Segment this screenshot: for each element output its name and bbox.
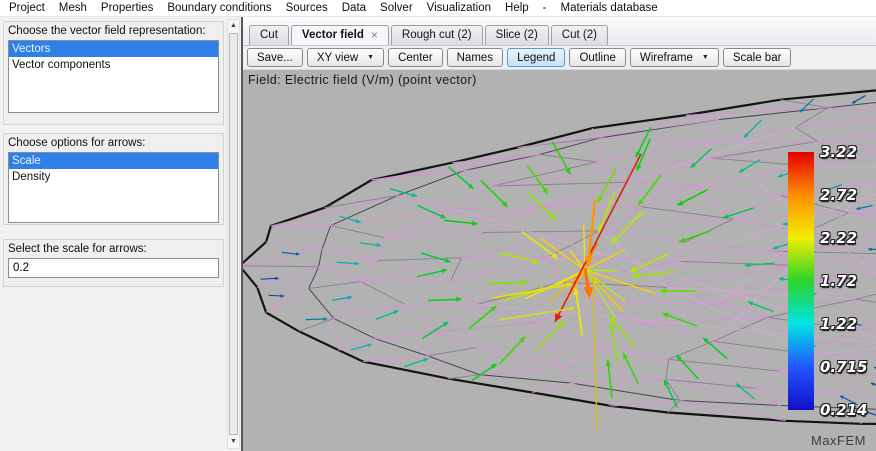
menu-visualization[interactable]: Visualization [426,2,492,14]
mesh-wireframe [243,89,876,425]
legend-value: 2.72 [820,186,858,204]
legend-color-bar [788,152,814,410]
arrow-options-listbox[interactable]: Scale Density [8,152,219,223]
wireframe-button[interactable]: Wireframe ▼ [629,48,719,67]
scroll-up-icon[interactable]: ▲ [230,22,237,29]
button-label: Scale bar [732,51,782,64]
menu-sources[interactable]: Sources [285,2,328,14]
panel-arrow-scale: Select the scale for arrows: [3,239,224,287]
button-label: Wireframe [639,51,693,64]
color-legend: 3.22 2.72 2.22 1.72 1.22 0.715 0.214 [788,143,876,428]
chevron-down-icon: ▼ [367,54,375,61]
button-label: Names [456,51,494,64]
legend-value: 1.72 [820,272,858,290]
scale-bar-button[interactable]: Scale bar [722,48,792,67]
button-label: XY view [316,51,359,64]
maxfem-watermark: MaxFEM [811,433,866,448]
button-label: Save... [257,51,293,64]
scroll-down-icon[interactable]: ▼ [230,438,237,445]
tab-label: Slice (2) [495,29,538,41]
vector-field-plot [243,89,876,431]
tab-slice-2[interactable]: Slice (2) [484,25,549,45]
legend-value: 0.715 [820,358,868,376]
representation-option-vectors[interactable]: Vectors [9,41,218,57]
tab-label: Cut (2) [561,29,597,41]
tab-cut-2[interactable]: Cut (2) [550,25,608,45]
menu-boundary-conditions[interactable]: Boundary conditions [167,2,272,14]
button-label: Center [398,51,433,64]
arrow-option-density[interactable]: Density [12,171,51,183]
arrow-option-scale[interactable]: Scale [9,153,218,169]
tab-rough-cut-2[interactable]: Rough cut (2) [390,25,483,45]
legend-button[interactable]: Legend [507,48,566,67]
button-label: Legend [517,51,556,64]
vector-representation-label: Choose the vector field representation: [8,25,206,37]
tab-label: Cut [260,29,278,41]
arrow-scale-input[interactable] [8,258,219,278]
sidebar: Choose the vector field representation: … [0,17,243,451]
button-label: Outline [579,51,616,64]
tab-bar: Cut Vector field × Rough cut (2) Slice (2) Cu… [243,17,876,46]
legend-value: 0.214 [820,401,868,419]
legend-value: 3.22 [820,143,858,161]
menu-sep[interactable]: - [542,2,547,14]
panel-vector-representation: Choose the vector field representation: … [3,21,224,125]
menu-solver[interactable]: Solver [380,2,413,14]
menu-data[interactable]: Data [341,2,367,14]
field-label: Field: Electric field (V/m) (point vecto… [248,73,477,87]
outline-button[interactable]: Outline [569,48,626,67]
toolbar: Save... XY view ▼ Center Names Legend Outline W… [243,46,876,70]
arrow-scale-label: Select the scale for arrows: [8,243,147,255]
tab-label: Rough cut (2) [401,29,472,41]
menu-properties[interactable]: Properties [100,2,154,14]
legend-value: 2.22 [820,229,858,247]
save-button[interactable]: Save... [247,48,303,67]
main-area: Cut Vector field × Rough cut (2) Slice (2) Cu… [243,17,876,451]
scrollbar-thumb[interactable] [229,33,238,435]
names-button[interactable]: Names [446,48,504,67]
menu-mesh[interactable]: Mesh [58,2,87,14]
arrow-options-label: Choose options for arrows: [8,137,146,149]
field-focus-burst [492,153,656,431]
close-icon[interactable]: × [370,28,378,42]
vector-representation-listbox[interactable]: Vectors Vector components [8,40,219,113]
tab-label: Vector field [301,29,364,41]
menu-help[interactable]: Help [505,2,529,14]
center-button[interactable]: Center [388,48,443,67]
xy-view-button[interactable]: XY view ▼ [306,48,385,67]
tab-vector-field[interactable]: Vector field × [290,25,389,45]
tab-cut[interactable]: Cut [249,25,289,45]
menu-bar: Project Mesh Properties Boundary conditions… [0,0,876,17]
representation-option-vector-components[interactable]: Vector components [12,59,111,71]
menu-materials-database[interactable]: Materials database [560,2,658,14]
chevron-down-icon: ▼ [701,54,709,61]
viz-canvas[interactable]: Field: Electric field (V/m) (point vecto… [243,70,876,451]
sidebar-scrollbar[interactable]: ▲ ▼ [227,19,240,449]
legend-value: 1.22 [820,315,858,333]
panel-arrow-options: Choose options for arrows: Scale Density [3,133,224,225]
menu-project[interactable]: Project [9,2,45,14]
